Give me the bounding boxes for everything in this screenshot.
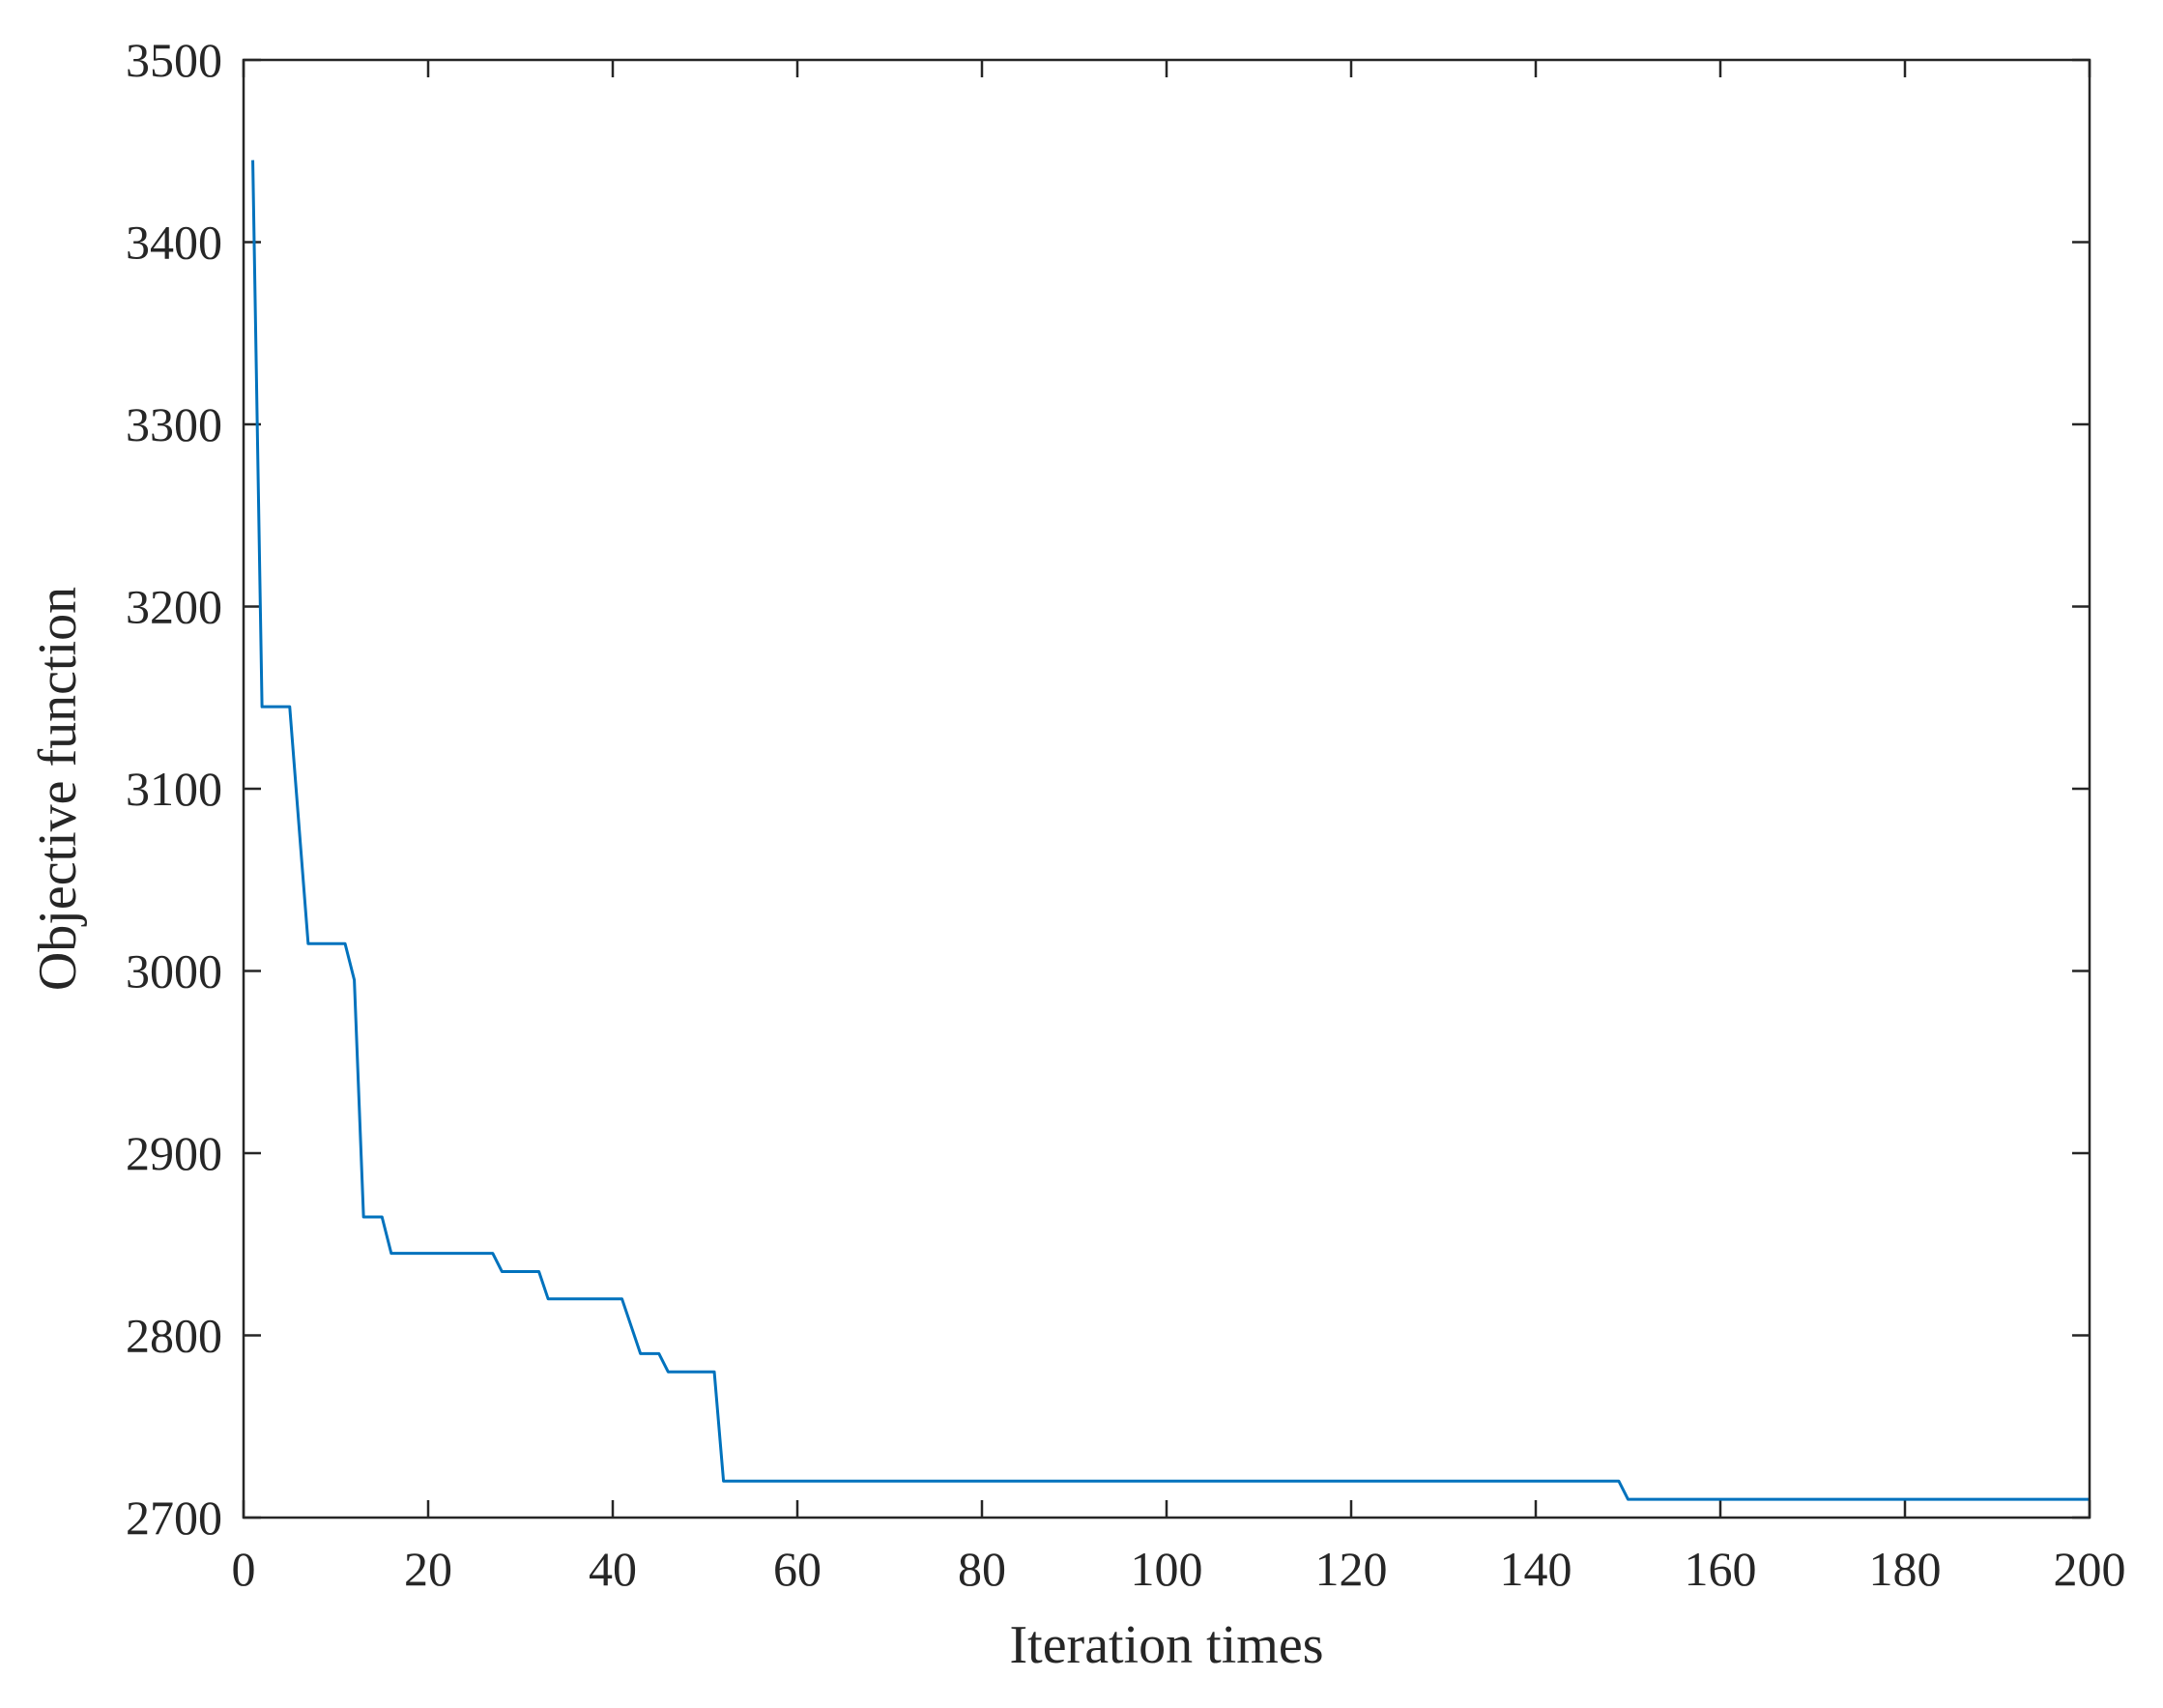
x-tick-label: 140 bbox=[1500, 1542, 1572, 1596]
series-layer bbox=[251, 159, 2090, 1501]
x-tick-label: 60 bbox=[773, 1542, 822, 1596]
y-tick-label: 3300 bbox=[126, 397, 222, 451]
series-line bbox=[251, 159, 2090, 1501]
y-axis-title: Objective function bbox=[28, 587, 88, 991]
x-tick-label: 0 bbox=[232, 1542, 256, 1596]
y-tick-label: 3500 bbox=[126, 33, 222, 87]
x-tick-label: 200 bbox=[2054, 1542, 2126, 1596]
x-tick-label: 120 bbox=[1315, 1542, 1388, 1596]
y-tick-label: 2900 bbox=[126, 1126, 222, 1180]
tick-labels: 0 20 40 60 80 100 120 140 160 180 200 2700 2800 2900 3… bbox=[126, 33, 2126, 1596]
y-tick-label: 3400 bbox=[126, 216, 222, 270]
x-axis-title: Iteration times bbox=[1009, 1615, 1323, 1675]
y-tick-label: 3000 bbox=[126, 944, 222, 999]
x-tick-label: 40 bbox=[589, 1542, 637, 1596]
x-tick-label: 20 bbox=[404, 1542, 452, 1596]
x-tick-label: 100 bbox=[1131, 1542, 1203, 1596]
x-tick-label: 80 bbox=[958, 1542, 1006, 1596]
x-tick-label: 180 bbox=[1869, 1542, 1942, 1596]
y-tick-label: 3200 bbox=[126, 580, 222, 634]
y-tick-label: 2800 bbox=[126, 1309, 222, 1363]
y-tick-label: 2700 bbox=[126, 1491, 222, 1545]
x-tick-label: 160 bbox=[1685, 1542, 1757, 1596]
plot-frame bbox=[242, 58, 2091, 1520]
y-tick-label: 3100 bbox=[126, 762, 222, 816]
